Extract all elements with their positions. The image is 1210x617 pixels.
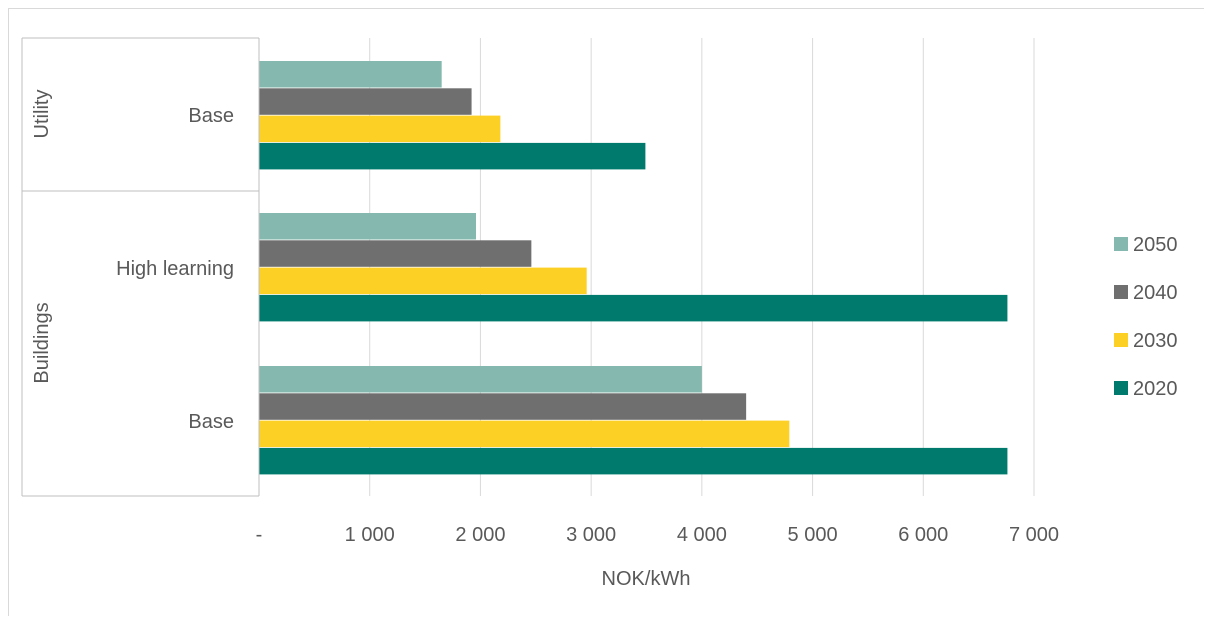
bar-2040: [259, 240, 532, 267]
bar-2020: [259, 294, 1008, 322]
legend-label: 2030: [1133, 330, 1178, 352]
group-label: Utility: [31, 90, 53, 139]
axes: [21, 37, 260, 497]
legend: 2050 2040 2030 2020: [1114, 234, 1178, 400]
bar-2050: [259, 61, 442, 88]
x-tick-label: 4 000: [677, 524, 727, 546]
bar-2040: [259, 393, 747, 420]
bar-2050: [259, 366, 702, 393]
x-tick-label: -: [256, 524, 263, 546]
bars: [259, 61, 1008, 475]
category-label: High learning: [116, 258, 234, 280]
group-label: Buildings: [31, 302, 53, 383]
bar-2030: [259, 267, 587, 295]
legend-swatch-2040: [1114, 285, 1128, 299]
bar-2020: [259, 142, 646, 170]
category-labels: Base High learning Base: [116, 105, 234, 433]
legend-label: 2040: [1133, 282, 1178, 304]
x-tick-labels: - 1 000 2 000 3 000 4 000 5 000 6 000 7 000: [256, 524, 1059, 546]
x-tick-label: 6 000: [898, 524, 948, 546]
x-axis-title: NOK/kWh: [602, 568, 691, 590]
x-tick-label: 1 000: [345, 524, 395, 546]
x-tick-label: 3 000: [566, 524, 616, 546]
group-labels: Utility Buildings: [31, 90, 53, 384]
chart-frame: [8, 8, 1204, 616]
category-label: Base: [188, 411, 234, 433]
bar-2020: [259, 447, 1008, 475]
bar-2050: [259, 213, 476, 240]
x-tick-label: 5 000: [788, 524, 838, 546]
bar-2030: [259, 420, 790, 448]
bar-2030: [259, 115, 501, 143]
legend-swatch-2050: [1114, 237, 1128, 251]
legend-label: 2020: [1133, 378, 1178, 400]
legend-swatch-2030: [1114, 333, 1128, 347]
x-tick-label: 7 000: [1009, 524, 1059, 546]
bar-2040: [259, 88, 472, 115]
x-tick-label: 2 000: [455, 524, 505, 546]
legend-label: 2050: [1133, 234, 1178, 256]
legend-swatch-2020: [1114, 381, 1128, 395]
category-label: Base: [188, 105, 234, 127]
